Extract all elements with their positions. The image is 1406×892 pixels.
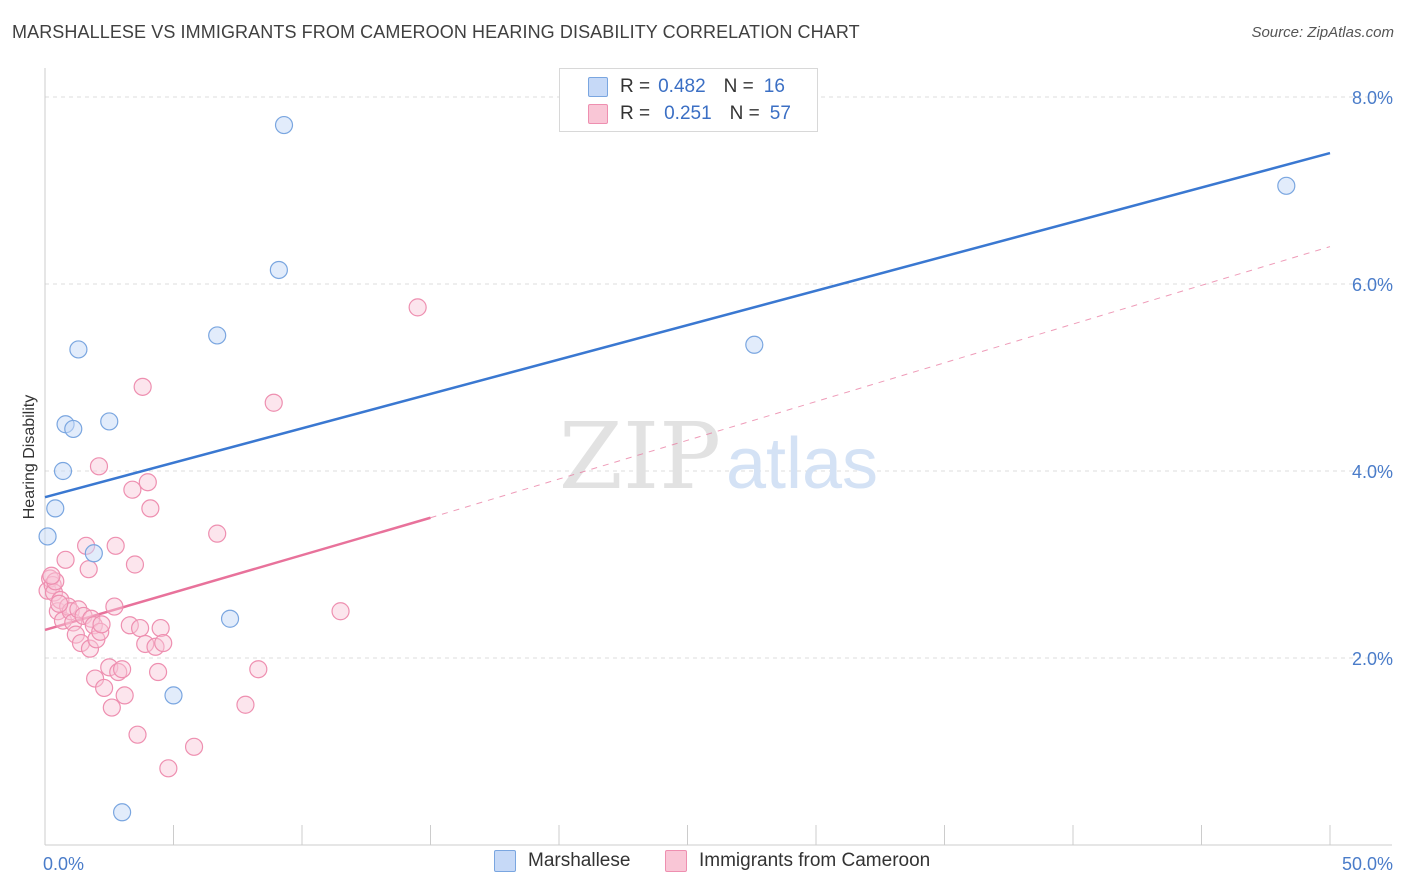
data-point-cameroon [95, 678, 114, 698]
n-value: 57 [769, 103, 791, 124]
r-label: R = [620, 76, 651, 97]
data-point-cameroon [154, 633, 173, 653]
watermark: ZIP atlas [559, 403, 878, 510]
r-value: 0.482 [658, 76, 706, 97]
data-point-cameroon [408, 298, 427, 317]
y-tick-labels: 2.0% 4.0% 6.0% 8.0% [1352, 88, 1393, 669]
legend-swatch-cameroon [665, 850, 687, 872]
r-label: R = [620, 103, 651, 124]
legend-swatch-marshallese [588, 77, 608, 97]
data-point-cameroon [80, 639, 100, 658]
trend-lines [44, 151, 1331, 632]
data-point-cameroon [138, 473, 157, 492]
data-point-cameroon [128, 725, 147, 744]
grid-lines [45, 96, 1392, 659]
x-tick-label: 50.0% [1342, 854, 1393, 874]
data-point-cameroon [71, 633, 91, 653]
data-point-cameroon [208, 524, 227, 543]
data-point-marshallese [164, 686, 183, 705]
axes [44, 68, 1392, 846]
data-point-cameroon [120, 616, 139, 635]
data-point-marshallese [208, 326, 227, 345]
data-point-cameroon [112, 660, 132, 679]
data-point-cameroon [136, 634, 155, 654]
data-point-cameroon [133, 377, 152, 396]
series-legend: Marshallese Immigrants from Cameroon [0, 850, 1406, 880]
data-point-cameroon [236, 695, 255, 714]
data-point-cameroon [42, 566, 61, 585]
data-point-cameroon [48, 602, 67, 621]
data-point-marshallese [274, 115, 294, 135]
r-value: 0.251 [664, 103, 712, 124]
data-point-cameroon [141, 499, 160, 518]
y-tick-label: 2.0% [1352, 649, 1393, 669]
trend-line-cameroon-extended [430, 246, 1331, 519]
watermark-zip: ZIP [559, 403, 721, 510]
data-points [38, 115, 1296, 822]
data-point-marshallese [69, 340, 88, 359]
data-point-marshallese [100, 412, 119, 431]
data-point-cameroon [331, 602, 350, 621]
data-point-cameroon [148, 662, 168, 682]
data-point-cameroon [123, 480, 142, 499]
legend-swatch-marshallese [494, 850, 516, 872]
data-point-marshallese [220, 609, 240, 628]
legend-label-cameroon: Immigrants from Cameroon [699, 850, 931, 871]
n-label: N = [729, 103, 760, 124]
n-value: 16 [763, 76, 785, 97]
legend-item-cameroon: Immigrants from Cameroon [665, 850, 930, 872]
data-point-cameroon [91, 622, 110, 641]
data-point-cameroon [159, 759, 178, 778]
data-point-marshallese [64, 419, 83, 439]
y-tick-label: 8.0% [1352, 88, 1393, 108]
n-label: N = [723, 76, 754, 97]
y-tick-label: 4.0% [1352, 462, 1393, 482]
data-point-cameroon [264, 393, 283, 412]
data-point-cameroon [151, 618, 170, 638]
data-point-marshallese [46, 499, 65, 518]
x-tick-label: 0.0% [43, 854, 84, 874]
chart-title: MARSHALLESE VS IMMIGRANTS FROM CAMEROON … [12, 22, 860, 42]
data-point-cameroon [130, 618, 150, 638]
legend-swatch-cameroon [588, 104, 608, 124]
data-point-cameroon [56, 550, 75, 569]
watermark-atlas: atlas [726, 424, 878, 504]
data-point-cameroon [184, 737, 204, 756]
data-point-cameroon [125, 555, 145, 574]
data-point-cameroon [89, 457, 109, 476]
data-point-cameroon [84, 616, 103, 635]
data-point-cameroon [105, 597, 124, 616]
x-tick-labels: 0.0% 50.0% [43, 854, 1393, 874]
data-point-marshallese [84, 544, 103, 563]
trend-line-marshallese [44, 151, 1331, 499]
y-tick-label: 6.0% [1352, 275, 1393, 295]
data-point-cameroon [106, 536, 125, 555]
data-point-marshallese [112, 803, 132, 822]
data-point-cameroon [79, 560, 98, 579]
legend-label-marshallese: Marshallese [528, 850, 631, 871]
data-point-marshallese [38, 527, 57, 546]
data-point-marshallese [269, 260, 288, 280]
data-point-cameroon [102, 698, 121, 717]
data-point-cameroon [50, 594, 69, 613]
data-point-marshallese [1277, 176, 1296, 195]
stats-legend: R = 0.482 N = 16 R = 0.251 N = 57 [559, 68, 818, 132]
y-axis-label: Hearing Disability [21, 395, 38, 520]
data-point-cameroon [92, 615, 111, 634]
legend-row-marshallese: R = 0.482 N = 16 [620, 74, 785, 100]
data-point-marshallese [745, 335, 764, 354]
data-point-cameroon [115, 686, 134, 705]
source-label: Source: ZipAtlas.com [1251, 24, 1394, 41]
legend-item-marshallese: Marshallese [494, 850, 630, 872]
data-point-cameroon [249, 660, 268, 679]
data-point-marshallese [53, 461, 73, 481]
legend-row-cameroon: R = 0.251 N = 57 [620, 101, 791, 127]
trend-line-cameroon [44, 516, 431, 632]
